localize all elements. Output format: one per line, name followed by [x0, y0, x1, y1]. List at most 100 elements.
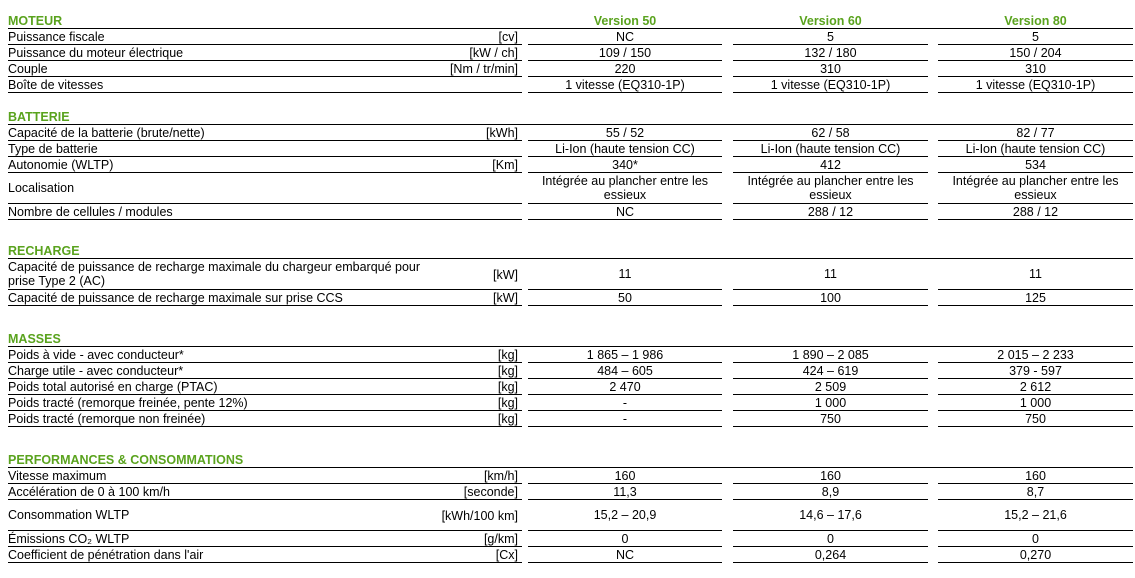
row-value: 50 — [528, 290, 722, 306]
row-value: 11 — [528, 259, 722, 290]
row-value: 1 000 — [938, 395, 1133, 411]
row-value: 5 — [733, 29, 928, 45]
row-value: Intégrée au plancher entre les essieux — [528, 173, 722, 204]
row-value: NC — [528, 204, 722, 220]
row-value: 534 — [938, 157, 1133, 173]
row-unit: [kWh/100 km] — [441, 508, 518, 523]
row-value: 8,9 — [733, 484, 928, 500]
row-label: Poids total autorisé en charge (PTAC) — [8, 379, 522, 395]
row-value: 160 — [528, 468, 722, 484]
column-header: Version 80 — [1004, 14, 1067, 28]
row-unit: [kW] — [493, 267, 518, 282]
row-label: Vitesse maximum — [8, 468, 522, 484]
row-unit: [Nm / tr/min] — [449, 62, 518, 76]
row-label: Capacité de puissance de recharge maxima… — [8, 259, 522, 290]
row-value: 109 / 150 — [528, 45, 722, 61]
row-value: 288 / 12 — [938, 204, 1133, 220]
section-title: RECHARGE — [8, 244, 80, 258]
row-value: 750 — [938, 411, 1133, 427]
row-value: 0,264 — [733, 547, 928, 563]
section-rule — [8, 109, 1133, 125]
row-value: 0 — [938, 531, 1133, 547]
row-label: Capacité de la batterie (brute/nette) — [8, 125, 522, 141]
row-label: Émissions CO₂ WLTP — [8, 531, 522, 547]
row-value: Intégrée au plancher entre les essieux — [938, 173, 1133, 204]
row-value: 1 890 – 2 085 — [733, 347, 928, 363]
row-value: 8,7 — [938, 484, 1133, 500]
row-value: 288 / 12 — [733, 204, 928, 220]
row-value: 82 / 77 — [938, 125, 1133, 141]
column-header: Version 60 — [799, 14, 862, 28]
row-value: Li-Ion (haute tension CC) — [938, 141, 1133, 157]
row-value: 1 000 — [733, 395, 928, 411]
row-value: 340* — [528, 157, 722, 173]
row-label: Poids tracté (remorque non freinée) — [8, 411, 522, 427]
row-unit: [kg] — [497, 396, 518, 410]
section-title: PERFORMANCES & CONSOMMATIONS — [8, 453, 244, 467]
row-unit: [kg] — [497, 348, 518, 362]
row-value: 125 — [938, 290, 1133, 306]
row-value: 11,3 — [528, 484, 722, 500]
row-value: 62 / 58 — [733, 125, 928, 141]
row-value: 14,6 – 17,6 — [733, 500, 928, 531]
section-rule — [8, 243, 1133, 259]
section-rule — [8, 452, 1133, 468]
row-unit: [kW / ch] — [469, 46, 518, 60]
section-title: MOTEUR — [8, 14, 63, 28]
row-value: 1 865 – 1 986 — [528, 347, 722, 363]
row-value: 150 / 204 — [938, 45, 1133, 61]
row-label: Capacité de puissance de recharge maxima… — [8, 290, 522, 306]
row-label: Poids tracté (remorque freinée, pente 12… — [8, 395, 522, 411]
row-value: 220 — [528, 61, 722, 77]
row-value: 379 - 597 — [938, 363, 1133, 379]
row-value: 11 — [938, 259, 1133, 290]
row-value: Li-Ion (haute tension CC) — [528, 141, 722, 157]
row-value: 132 / 180 — [733, 45, 928, 61]
row-value: 1 vitesse (EQ310-1P) — [938, 77, 1133, 93]
row-label: Autonomie (WLTP) — [8, 157, 522, 173]
row-value: 15,2 – 20,9 — [528, 500, 722, 531]
row-label: Consommation WLTP — [8, 500, 522, 531]
row-label: Type de batterie — [8, 141, 522, 157]
row-unit: [kg] — [497, 364, 518, 378]
row-unit: [Km] — [492, 158, 518, 172]
row-value: - — [528, 411, 722, 427]
row-unit: [kWh] — [486, 126, 518, 140]
row-label: Accélération de 0 à 100 km/h — [8, 484, 522, 500]
row-value: Intégrée au plancher entre les essieux — [733, 173, 928, 204]
row-label: Coefficient de pénétration dans l'air — [8, 547, 522, 563]
row-value: 11 — [733, 259, 928, 290]
row-value: 160 — [733, 468, 928, 484]
row-value: 55 / 52 — [528, 125, 722, 141]
section-title: BATTERIE — [8, 110, 70, 124]
row-value: 0 — [528, 531, 722, 547]
row-value: 160 — [938, 468, 1133, 484]
section-rule — [8, 13, 1133, 29]
row-value: 750 — [733, 411, 928, 427]
row-label: Puissance fiscale — [8, 29, 522, 45]
row-label: Poids à vide - avec conducteur* — [8, 347, 522, 363]
row-value: - — [528, 395, 722, 411]
row-label: Boîte de vitesses — [8, 77, 522, 93]
row-value: 424 – 619 — [733, 363, 928, 379]
column-header: Version 50 — [593, 14, 657, 28]
row-value: 5 — [938, 29, 1133, 45]
row-label: Couple — [8, 61, 522, 77]
row-value: 412 — [733, 157, 928, 173]
row-value: NC — [528, 547, 722, 563]
row-label: Charge utile - avec conducteur* — [8, 363, 522, 379]
row-value: NC — [528, 29, 722, 45]
row-value: 310 — [938, 61, 1133, 77]
row-unit: [cv] — [498, 30, 518, 44]
row-value: Li-Ion (haute tension CC) — [733, 141, 928, 157]
row-label: Localisation — [8, 173, 522, 204]
row-value: 0 — [733, 531, 928, 547]
row-value: 1 vitesse (EQ310-1P) — [733, 77, 928, 93]
row-value: 2 470 — [528, 379, 722, 395]
section-rule — [8, 331, 1133, 347]
row-value: 2 509 — [733, 379, 928, 395]
row-value: 100 — [733, 290, 928, 306]
row-unit: [kg] — [497, 380, 518, 394]
row-unit: [kW] — [493, 291, 518, 305]
